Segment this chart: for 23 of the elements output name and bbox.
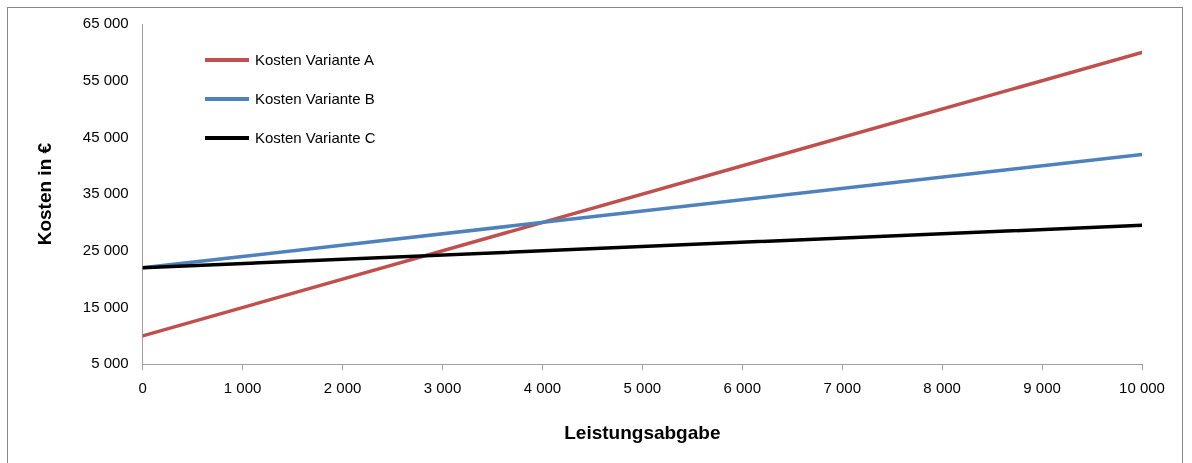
- x-tick-label: 6 000: [723, 379, 762, 397]
- y-tick-label: 15 000: [82, 297, 129, 315]
- y-tick-label: 55 000: [82, 70, 129, 88]
- x-tick-label: 5 000: [623, 379, 662, 397]
- x-tick-label: 10 000: [1119, 379, 1165, 397]
- y-tick-label: 65 000: [82, 14, 129, 32]
- legend-label: Kosten Variante A: [255, 51, 374, 68]
- x-tick-label: 3 000: [423, 379, 462, 397]
- legend-label: Kosten Variante C: [255, 129, 376, 146]
- y-tick-label: 5 000: [91, 354, 129, 372]
- x-tick-label: 7 000: [823, 379, 861, 397]
- x-tick-label: 2 000: [323, 379, 362, 397]
- x-axis-title: Leistungsabgabe: [564, 421, 721, 443]
- y-axis-title: Kosten in €: [33, 142, 55, 246]
- x-tick-label: 8 000: [923, 379, 961, 397]
- x-tick-label: 9 000: [1023, 379, 1061, 397]
- x-tick-label: 4 000: [523, 379, 562, 397]
- y-tick-label: 45 000: [82, 127, 129, 145]
- legend-label: Kosten Variante B: [255, 90, 375, 107]
- x-tick-label: 0: [138, 379, 147, 397]
- y-tick-label: 25 000: [82, 240, 129, 258]
- y-tick-label: 35 000: [82, 184, 129, 202]
- x-tick-label: 1 000: [223, 379, 262, 397]
